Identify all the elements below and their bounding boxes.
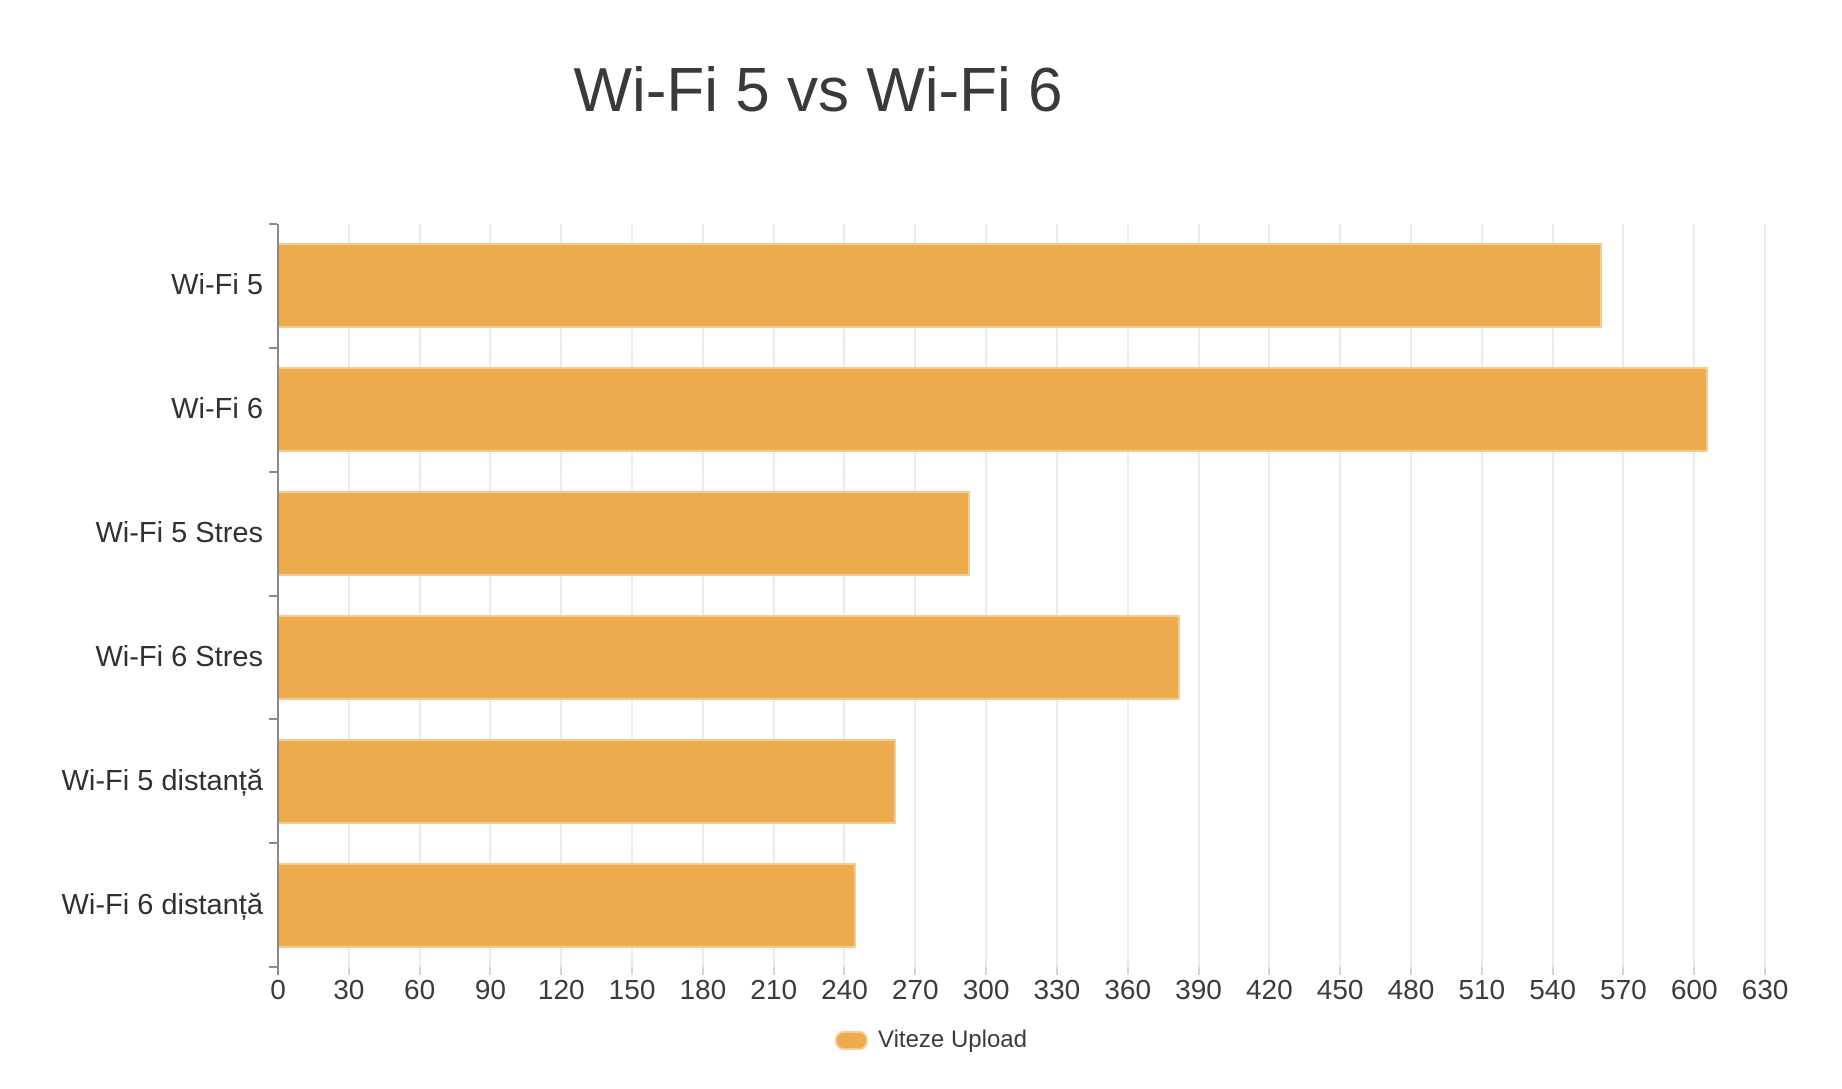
x-tick-630 [1763, 967, 1766, 975]
chart-title: Wi-Fi 5 vs Wi-Fi 6 [573, 56, 1063, 125]
gridline-450 [1339, 224, 1342, 967]
x-tick-label-30: 30 [333, 974, 365, 1005]
y-tick-4 [269, 718, 277, 721]
x-tick-450 [1339, 967, 1342, 975]
x-tick-510 [1480, 967, 1483, 975]
x-tick-label-90: 90 [474, 974, 506, 1005]
gridline-480 [1409, 224, 1412, 967]
category-label-wi-fi-5-distan-: Wi-Fi 5 distanță [61, 764, 263, 797]
x-tick-label-180: 180 [679, 974, 727, 1005]
x-tick-360 [1126, 967, 1129, 975]
x-tick-420 [1268, 967, 1271, 975]
bar-wi-fi-5-distan- [279, 738, 897, 824]
gridline-570 [1622, 224, 1625, 967]
x-tick-label-240: 240 [821, 974, 868, 1005]
x-tick-label-630: 630 [1741, 974, 1789, 1005]
x-tick-label-480: 480 [1387, 974, 1435, 1005]
x-tick-480 [1409, 967, 1412, 975]
gridline-180 [701, 224, 704, 967]
x-tick-label-330: 330 [1033, 974, 1081, 1005]
gridline-360 [1126, 224, 1129, 967]
x-tick-570 [1622, 967, 1625, 975]
gridline-90 [489, 224, 492, 967]
x-tick-label-300: 300 [962, 974, 1010, 1005]
x-tick-label-510: 510 [1458, 974, 1506, 1005]
legend-swatch-icon [835, 1030, 868, 1050]
x-tick-90 [489, 967, 492, 975]
x-tick-30 [347, 967, 350, 975]
bar-wi-fi-6-stres [279, 614, 1180, 700]
y-tick-6 [269, 966, 277, 968]
bar-wi-fi-6 [279, 367, 1709, 453]
y-axis-line [277, 224, 279, 967]
gridline-210 [772, 224, 775, 967]
x-tick-label-0: 0 [270, 974, 286, 1005]
gridline-150 [631, 224, 634, 967]
x-tick-label-360: 360 [1104, 974, 1152, 1005]
bar-wi-fi-6-distan- [279, 862, 857, 948]
x-tick-label-450: 450 [1316, 974, 1364, 1005]
x-tick-390 [1197, 967, 1200, 975]
x-tick-240 [843, 967, 846, 975]
x-tick-270 [914, 967, 917, 975]
gridline-420 [1268, 224, 1271, 967]
x-tick-label-150: 150 [608, 974, 656, 1005]
y-tick-1 [269, 346, 277, 349]
legend-item[interactable]: Viteze Upload [0, 1026, 1842, 1054]
x-tick-0 [277, 967, 279, 975]
y-tick-3 [269, 594, 277, 597]
gridline-330 [1055, 224, 1058, 967]
x-tick-label-420: 420 [1245, 974, 1293, 1005]
y-tick-5 [269, 842, 277, 845]
x-tick-150 [631, 967, 634, 975]
category-label-wi-fi-5-stres: Wi-Fi 5 Stres [95, 517, 263, 550]
gridline-270 [914, 224, 917, 967]
gridline-600 [1693, 224, 1696, 967]
x-tick-label-390: 390 [1175, 974, 1222, 1005]
gridline-120 [560, 224, 563, 967]
category-label-wi-fi-6-stres: Wi-Fi 6 Stres [95, 640, 263, 673]
gridline-630 [1763, 224, 1766, 967]
x-tick-600 [1693, 967, 1696, 975]
x-tick-60 [418, 967, 421, 975]
legend-label: Viteze Upload [878, 1026, 1027, 1053]
bar-wi-fi-5-stres [279, 491, 970, 577]
x-tick-300 [985, 967, 988, 975]
x-tick-label-270: 270 [891, 974, 939, 1005]
gridline-240 [843, 224, 846, 967]
gridline-30 [347, 224, 350, 967]
x-tick-330 [1055, 967, 1058, 975]
y-tick-0 [269, 223, 277, 225]
x-tick-label-600: 600 [1670, 974, 1718, 1005]
x-tick-label-120: 120 [537, 974, 585, 1005]
gridline-60 [418, 224, 421, 967]
category-label-wi-fi-5: Wi-Fi 5 [171, 269, 263, 302]
gridline-300 [985, 224, 988, 967]
category-label-wi-fi-6-distan-: Wi-Fi 6 distanță [61, 888, 263, 921]
x-tick-label-570: 570 [1600, 974, 1647, 1005]
y-tick-2 [269, 470, 277, 473]
x-tick-label-60: 60 [404, 974, 436, 1005]
gridline-510 [1480, 224, 1483, 967]
x-tick-210 [772, 967, 775, 975]
gridline-390 [1197, 224, 1200, 967]
x-tick-label-210: 210 [750, 974, 798, 1005]
x-tick-540 [1551, 967, 1554, 975]
category-label-wi-fi-6: Wi-Fi 6 [171, 393, 263, 426]
x-tick-180 [701, 967, 704, 975]
x-tick-label-540: 540 [1529, 974, 1576, 1005]
bar-wi-fi-5 [279, 243, 1603, 329]
x-tick-120 [560, 967, 563, 975]
gridline-540 [1551, 224, 1554, 967]
